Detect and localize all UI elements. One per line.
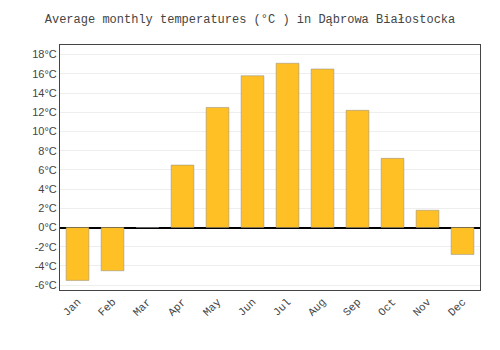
svg-text:-2°C: -2°C (35, 241, 57, 253)
svg-text:Nov: Nov (411, 296, 434, 319)
svg-text:8°C: 8°C (38, 145, 57, 157)
svg-text:4°C: 4°C (38, 183, 57, 195)
svg-text:14°C: 14°C (32, 87, 57, 99)
svg-text:Jan: Jan (61, 296, 83, 318)
svg-text:-4°C: -4°C (35, 260, 57, 272)
svg-text:Aug: Aug (306, 296, 328, 318)
svg-text:Mar: Mar (131, 296, 153, 318)
svg-text:10°C: 10°C (32, 125, 57, 137)
svg-text:Apr: Apr (166, 296, 188, 318)
svg-text:2°C: 2°C (38, 202, 57, 214)
svg-text:-6°C: -6°C (35, 279, 57, 291)
svg-text:12°C: 12°C (32, 106, 57, 118)
svg-text:Sep: Sep (341, 296, 363, 318)
svg-text:Oct: Oct (376, 296, 398, 318)
svg-text:18°C: 18°C (32, 48, 57, 60)
svg-text:May: May (201, 296, 224, 319)
svg-text:Dec: Dec (446, 296, 468, 318)
svg-text:Feb: Feb (96, 296, 118, 318)
svg-text:Jun: Jun (236, 296, 258, 318)
svg-text:16°C: 16°C (32, 68, 57, 80)
svg-text:Jul: Jul (271, 296, 293, 318)
svg-text:6°C: 6°C (38, 164, 57, 176)
svg-text:0°C: 0°C (38, 221, 57, 233)
svg-text:Average monthly temperatures (: Average monthly temperatures (°C ) in Dą… (45, 13, 455, 27)
